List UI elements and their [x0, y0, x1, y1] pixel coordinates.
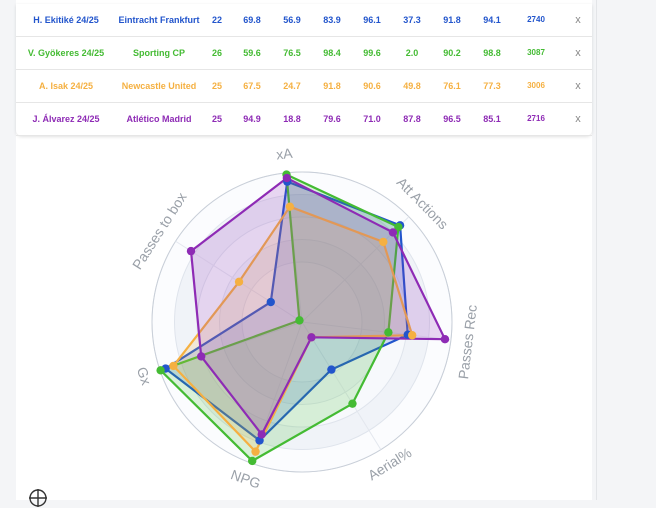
cell-minutes-col: 26 — [211, 48, 222, 58]
radar-outer-ring — [151, 171, 453, 473]
crosshair-icon[interactable] — [28, 488, 48, 508]
radar-data-point — [384, 328, 393, 337]
cell-v7: 94.1 — [483, 15, 501, 25]
cell-total: 2716 — [527, 114, 545, 123]
radar-data-point — [234, 277, 244, 286]
radar-axis-label: Passes Rec — [455, 304, 480, 380]
remove-row-button[interactable]: x — [575, 80, 581, 92]
radar-data-point — [295, 316, 304, 325]
remove-row-button[interactable]: x — [575, 14, 581, 26]
cell-v6: 91.8 — [443, 15, 461, 25]
radar-data-point — [408, 331, 417, 340]
player-comparison-table: H. Ekitiké 24/25 Eintracht Frankfurt 22 69.… — [16, 4, 592, 136]
cell-team: Atlético Madrid — [126, 114, 192, 124]
cell-v6: 76.1 — [443, 81, 461, 91]
cell-player: A. Isak 24/25 — [38, 81, 94, 91]
radar-data-point — [282, 173, 292, 183]
table-row: J. Álvarez 24/25 Atlético Madrid 25 94.9 18.… — [16, 103, 592, 136]
radar-data-point — [285, 202, 295, 211]
cell-v4: 90.6 — [363, 81, 381, 91]
remove-row-button[interactable]: x — [575, 113, 581, 125]
cell-minutes-col: 25 — [211, 81, 222, 91]
radar-data-point — [251, 447, 260, 456]
radar-data-point — [266, 297, 275, 307]
cell-v6: 90.2 — [443, 48, 461, 58]
cell-team: Newcastle United — [121, 81, 197, 91]
radar-data-point — [186, 246, 196, 256]
radar-axis-label: NPG — [229, 466, 263, 491]
cell-player: J. Álvarez 24/25 — [32, 114, 100, 124]
cell-team: Eintracht Frankfurt — [118, 15, 200, 25]
cell-v2: 24.7 — [283, 81, 301, 91]
cell-v5: 37.3 — [403, 15, 421, 25]
radar-data-point — [394, 222, 403, 232]
cell-player: H. Ekitiké 24/25 — [33, 15, 99, 25]
table-row: V. Gyökeres 24/25 Sporting CP 26 59.6 76.5 98… — [16, 37, 592, 70]
cell-player: V. Gyökeres 24/25 — [27, 48, 105, 58]
cell-v2: 76.5 — [283, 48, 301, 58]
cell-minutes-col: 25 — [211, 114, 222, 124]
cell-v3: 83.9 — [323, 15, 341, 25]
cell-v3: 91.8 — [323, 81, 341, 91]
radar-data-point — [156, 366, 165, 375]
cell-v5: 87.8 — [403, 114, 421, 124]
cell-v6: 96.5 — [443, 114, 461, 124]
table-row: H. Ekitiké 24/25 Eintracht Frankfurt 22 69.… — [16, 4, 592, 37]
cell-v3: 98.4 — [323, 48, 341, 58]
cell-v1: 94.9 — [243, 114, 261, 124]
radar-axis-label: xA — [275, 145, 294, 163]
cell-v7: 85.1 — [483, 114, 501, 124]
cell-v7: 77.3 — [483, 81, 501, 91]
cell-total: 3087 — [527, 48, 545, 57]
radar-axis-label: Gx — [134, 365, 155, 387]
cell-minutes-col: 22 — [211, 15, 222, 25]
page-divider — [596, 0, 597, 500]
radar-data-point — [379, 237, 388, 247]
remove-row-button[interactable]: x — [575, 47, 581, 59]
cell-v1: 59.6 — [243, 48, 261, 58]
cell-team: Sporting CP — [133, 48, 185, 58]
cell-v3: 79.6 — [323, 114, 341, 124]
radar-data-point — [169, 361, 178, 371]
radar-data-point — [348, 399, 357, 408]
radar-data-point — [307, 333, 316, 342]
comparison-panel: H. Ekitiké 24/25 Eintracht Frankfurt 22 69.… — [16, 0, 592, 500]
radar-data-point — [197, 352, 206, 361]
radar-spoke — [301, 321, 451, 341]
cell-v4: 99.6 — [363, 48, 381, 58]
cell-total: 2740 — [527, 15, 545, 24]
cell-v5: 49.8 — [403, 81, 421, 91]
cell-v1: 69.8 — [243, 15, 261, 25]
cell-v7: 98.8 — [483, 48, 501, 58]
radar-data-point — [440, 334, 450, 344]
radar-series-area — [164, 180, 409, 442]
cell-v2: 18.8 — [283, 114, 301, 124]
cell-v2: 56.9 — [283, 15, 301, 25]
cell-v1: 67.5 — [243, 81, 261, 91]
radar-series-area — [159, 173, 400, 463]
cell-v5: 2.0 — [405, 48, 419, 58]
radar-series-area — [172, 205, 414, 453]
radar-spoke — [301, 321, 382, 450]
radar-data-point — [327, 365, 336, 374]
radar-data-point — [248, 456, 257, 466]
cell-v4: 96.1 — [363, 15, 381, 25]
table-row: A. Isak 24/25 Newcastle United 25 67.5 24.7 9… — [16, 70, 592, 103]
radar-data-point — [257, 430, 266, 439]
cell-total: 3006 — [527, 81, 545, 90]
radar-data-point — [388, 228, 398, 237]
cell-v4: 71.0 — [363, 114, 381, 124]
